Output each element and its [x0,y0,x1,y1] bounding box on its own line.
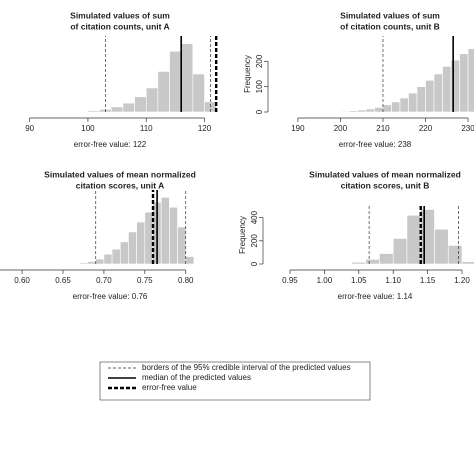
bar [103,253,113,265]
legend-label: error-free value [142,383,197,392]
x-tick-label: 200 [334,124,348,133]
y-tick-label: 200 [250,234,259,248]
bar [391,101,401,113]
bar [374,107,384,113]
bar [379,253,394,265]
bar [340,110,350,113]
x-tick-label: 1.20 [454,276,470,285]
bar [433,73,443,113]
annotation: error-free value: 122 [74,140,147,149]
x-tick-label: 0.95 [282,276,298,285]
bar [145,87,159,113]
x-tick-label: 1.00 [317,276,333,285]
x-tick-label: 1.15 [420,276,436,285]
bar [134,96,147,113]
bar [177,226,187,265]
bar [169,50,182,113]
bar [110,106,124,113]
chart-title: citation scores, unit B [341,180,430,190]
y-tick-label: 200 [255,54,264,68]
bar [348,110,358,113]
bar [399,97,409,113]
x-tick-label: 120 [198,124,212,133]
bar [144,211,154,265]
chart-title: of citation counts, unit A [70,21,169,31]
bar [337,263,353,265]
annotation: error-free value: 238 [339,140,412,149]
x-tick-label: 100 [81,124,95,133]
bar [467,48,474,113]
bar [459,53,469,113]
bar [420,209,435,265]
bar [365,108,375,113]
bar [392,238,408,265]
x-tick-label: 210 [376,124,390,133]
bar [416,86,426,113]
chart-title: Simulated values of mean normalized [44,169,196,179]
y-tick-label: 0 [250,261,259,266]
bar [111,248,121,265]
bar [180,43,194,113]
x-tick-label: 0.80 [178,276,194,285]
x-tick-label: 1.05 [351,276,367,285]
y-tick-label: 400 [250,210,259,224]
bar [192,73,205,113]
bar [136,221,146,265]
bar [87,261,97,265]
x-tick-label: 220 [419,124,433,133]
bar [79,262,88,265]
bar [406,214,422,265]
bar [357,109,367,113]
bar [169,206,178,265]
y-axis-label: Frequency [238,216,247,254]
legend-label: borders of the 95% credible interval of … [142,363,351,372]
annotation: error-free value: 1.14 [338,292,413,301]
chart-title: Simulated values of mean normalized [309,169,461,179]
chart-title: Simulated values of sum [70,10,170,20]
bar [408,92,418,113]
bar [160,197,170,265]
bar [122,102,135,113]
y-tick-label: 100 [255,79,264,93]
bar [442,66,452,113]
x-tick-label: 90 [25,124,34,133]
bar [425,80,435,113]
bar [185,256,195,265]
y-tick-label: 0 [255,109,264,114]
chart-title: of citation counts, unit B [340,21,440,31]
bar [434,228,449,265]
bar [461,261,474,265]
bar [331,111,341,113]
chart-title: citation scores, unit A [76,180,164,190]
legend-box [99,361,371,401]
bar [95,258,105,265]
y-axis-label: Frequency [243,55,252,93]
x-tick-label: 190 [291,124,305,133]
x-tick-label: 0.75 [137,276,153,285]
bar [351,261,366,265]
annotation: error-free value: 0.76 [73,292,148,301]
bar [119,241,129,265]
x-tick-label: 0.60 [14,276,30,285]
bar [447,245,463,265]
bar [128,231,137,265]
bar [75,111,89,113]
x-tick-label: 0.65 [55,276,71,285]
bar [87,110,100,113]
x-tick-label: 1.10 [385,276,401,285]
x-tick-label: 230 [461,124,474,133]
x-tick-label: 110 [140,124,153,133]
bar [365,259,380,265]
bar [157,71,170,113]
chart-title: Simulated values of sum [340,10,440,20]
legend-label: median of the predicted values [142,373,251,382]
x-tick-label: 0.70 [96,276,112,285]
bar [450,59,460,113]
bar [382,104,392,113]
